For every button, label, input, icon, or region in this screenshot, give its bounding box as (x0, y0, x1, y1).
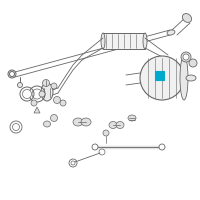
Ellipse shape (39, 91, 45, 97)
Ellipse shape (180, 56, 188, 100)
Ellipse shape (73, 118, 83, 126)
Ellipse shape (101, 33, 105, 49)
Ellipse shape (182, 14, 192, 22)
Ellipse shape (116, 121, 124, 129)
Ellipse shape (60, 100, 66, 106)
Ellipse shape (159, 144, 165, 150)
Ellipse shape (189, 59, 197, 67)
Ellipse shape (50, 114, 58, 121)
Ellipse shape (44, 121, 50, 127)
Ellipse shape (167, 30, 175, 35)
Ellipse shape (183, 54, 189, 60)
Ellipse shape (143, 33, 147, 49)
Ellipse shape (12, 123, 20, 130)
Ellipse shape (10, 72, 14, 76)
Ellipse shape (22, 90, 32, 98)
Ellipse shape (18, 82, 22, 88)
Polygon shape (34, 107, 40, 113)
Ellipse shape (81, 118, 91, 126)
Ellipse shape (32, 89, 42, 99)
Ellipse shape (186, 75, 196, 81)
Ellipse shape (41, 83, 53, 101)
Ellipse shape (128, 115, 136, 121)
Bar (103, 33, 145, 49)
Ellipse shape (8, 70, 16, 78)
Ellipse shape (71, 161, 75, 165)
Ellipse shape (140, 56, 184, 100)
Ellipse shape (181, 52, 191, 62)
Ellipse shape (92, 144, 98, 150)
Ellipse shape (109, 121, 117, 129)
Bar (155, 71, 164, 80)
Ellipse shape (54, 97, 60, 104)
Ellipse shape (51, 83, 57, 89)
Ellipse shape (31, 100, 37, 106)
Ellipse shape (42, 79, 50, 86)
Ellipse shape (103, 130, 109, 136)
